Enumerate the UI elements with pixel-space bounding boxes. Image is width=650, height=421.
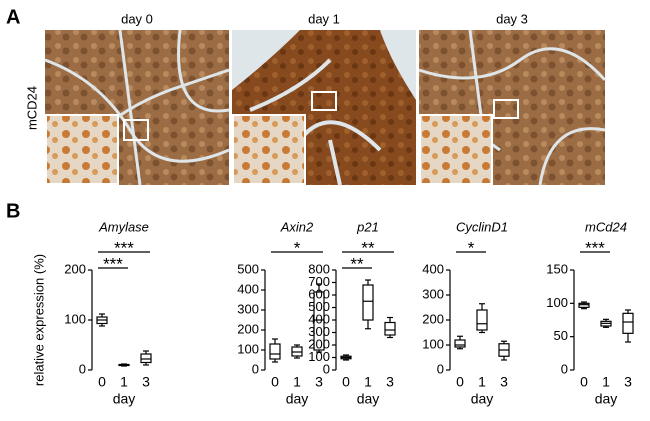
y-tick-label: 400 <box>237 281 259 296</box>
x-axis-label: day <box>595 391 618 407</box>
y-tick-label: 500 <box>308 299 330 314</box>
box <box>454 339 466 348</box>
y-tick-label: 100 <box>308 349 330 364</box>
box <box>269 343 281 360</box>
y-tick-label: 0 <box>252 361 259 376</box>
x-tick-label: 1 <box>478 374 486 390</box>
x-tick-label: 3 <box>386 374 394 390</box>
x-tick-label: 0 <box>580 374 588 390</box>
significance-label: *** <box>585 238 605 257</box>
x-axis-label: day <box>286 391 309 407</box>
x-tick-label: 1 <box>364 374 372 390</box>
y-tick-label: 400 <box>308 311 330 326</box>
y-tick-label: 0 <box>323 361 330 376</box>
y-tick-label: 700 <box>308 274 330 289</box>
box <box>362 284 374 321</box>
box <box>622 312 634 334</box>
x-tick-label: 0 <box>342 374 350 390</box>
significance-label: *** <box>114 238 134 257</box>
y-tick-label: 300 <box>308 324 330 339</box>
y-tick-label: 100 <box>237 341 259 356</box>
y-tick-label: 300 <box>237 301 259 316</box>
image-title: day 0 <box>121 11 153 26</box>
significance-label: ** <box>361 238 375 257</box>
x-tick-label: 0 <box>271 374 279 390</box>
x-tick-label: 0 <box>98 374 106 390</box>
y-tick-label: 200 <box>237 321 259 336</box>
significance-label: * <box>294 238 301 257</box>
y-tick-label: 0 <box>561 361 568 376</box>
y-tick-label: 100 <box>64 311 86 326</box>
significance-label: *** <box>103 254 123 273</box>
x-tick-label: 3 <box>624 374 632 390</box>
chart-title: Amylase <box>98 219 149 234</box>
x-axis-label: day <box>113 391 136 407</box>
x-axis-label: day <box>357 391 380 407</box>
x-tick-label: 1 <box>602 374 610 390</box>
box <box>384 321 396 336</box>
chart-title: CyclinD1 <box>456 219 508 234</box>
panel-a-images <box>44 29 607 186</box>
y-tick-label: 200 <box>308 336 330 351</box>
chart-title: p21 <box>356 219 379 234</box>
x-tick-label: 3 <box>315 374 323 390</box>
y-tick-label: 300 <box>422 286 444 301</box>
y-axis-label: relative expression (%) <box>31 254 46 386</box>
y-tick-label: 100 <box>546 295 568 310</box>
y-tick-label: 50 <box>554 328 568 343</box>
x-tick-label: 1 <box>120 374 128 390</box>
y-tick-label: 100 <box>422 336 444 351</box>
y-tick-label: 0 <box>437 361 444 376</box>
significance-label: ** <box>350 254 364 273</box>
y-tick-label: 200 <box>422 311 444 326</box>
box <box>140 353 152 364</box>
x-axis-label: day <box>471 391 494 407</box>
y-tick-label: 500 <box>237 261 259 276</box>
box <box>476 309 488 331</box>
significance-label: * <box>468 238 475 257</box>
panel-label: B <box>6 200 20 222</box>
box <box>313 291 325 351</box>
y-tick-label: 200 <box>64 261 86 276</box>
chart-title: mCd24 <box>585 219 627 234</box>
y-tick-label: 150 <box>546 261 568 276</box>
x-tick-label: 3 <box>500 374 508 390</box>
image-title: day 1 <box>308 11 340 26</box>
y-tick-label: 800 <box>308 261 330 276</box>
chart-title: Axin2 <box>280 219 314 234</box>
y-tick-label: 400 <box>422 261 444 276</box>
x-tick-label: 0 <box>456 374 464 390</box>
image-ylabel: mCD24 <box>24 86 39 130</box>
image-title: day 3 <box>496 11 528 26</box>
box <box>578 302 590 308</box>
x-tick-label: 1 <box>293 374 301 390</box>
y-tick-label: 0 <box>79 361 86 376</box>
x-tick-label: 3 <box>142 374 150 390</box>
y-tick-label: 600 <box>308 286 330 301</box>
panel-label: A <box>6 6 20 28</box>
